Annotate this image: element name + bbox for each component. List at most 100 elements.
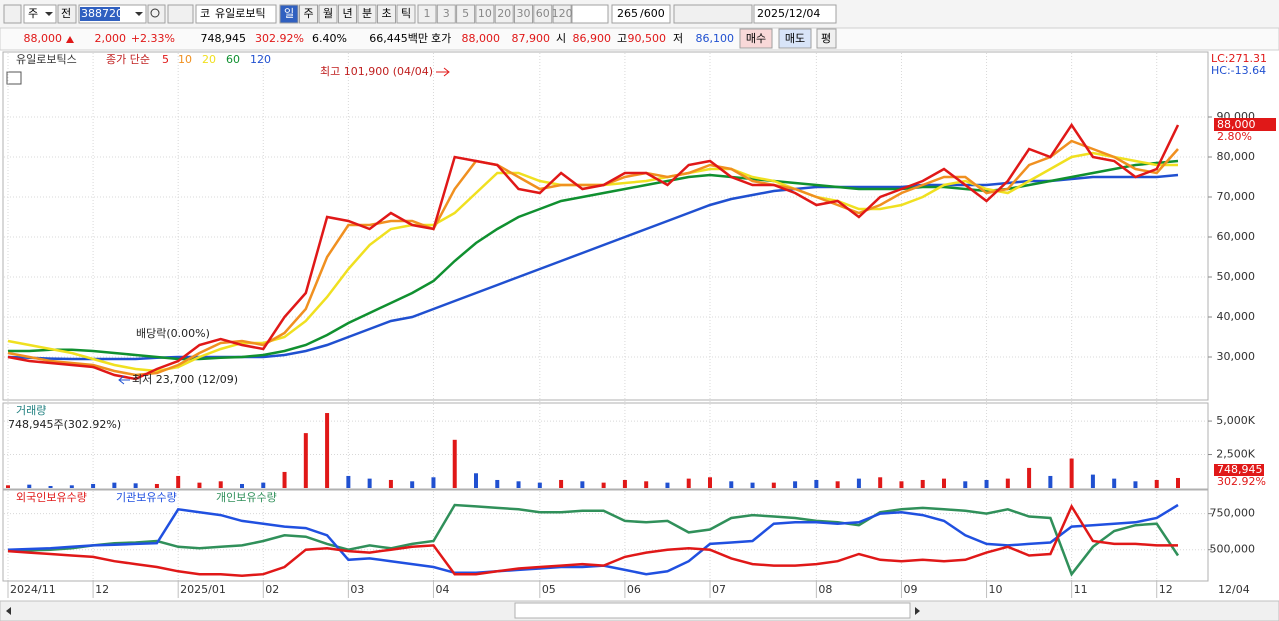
y-tick-label: 70,000: [1217, 190, 1256, 203]
date: 2025/12/04: [757, 7, 820, 20]
series-line: [7, 139, 1179, 377]
count-select[interactable]: [571, 4, 609, 24]
x-tick-label: 10: [989, 583, 1003, 596]
legend-prefix: 종가 단순: [106, 53, 150, 66]
legend-entry: 5: [162, 53, 169, 66]
volume-tag: [1214, 464, 1264, 476]
avg-button[interactable]: [816, 28, 837, 49]
volume-bar: [793, 481, 798, 488]
volume-bar: [835, 481, 840, 488]
count-button[interactable]: [514, 4, 533, 24]
interval-button[interactable]: [299, 4, 318, 24]
volume-bar: [6, 485, 10, 488]
count-button[interactable]: [475, 4, 495, 24]
y-tick-label: 30,000: [1217, 350, 1256, 363]
y-tick-label: 500,000: [1210, 543, 1256, 556]
count-label: 3: [443, 7, 450, 20]
prev-button[interactable]: [57, 4, 77, 24]
series-line: [7, 503, 1178, 577]
x-tick-label: 04: [435, 583, 449, 596]
change-tag-text: 2.80%: [1217, 130, 1252, 143]
buy-label: 매수: [746, 32, 766, 45]
volume-bar: [920, 479, 925, 488]
price-tag-text: 88,000: [1217, 118, 1256, 131]
rate-tag-text: 302.92%: [1217, 475, 1266, 488]
tool-buttons[interactable]: [673, 4, 753, 24]
volume: 748,945: [201, 32, 247, 45]
interval-label: 년: [342, 7, 352, 20]
annotation: 최저 23,700 (12/09): [132, 373, 238, 386]
date-input[interactable]: [753, 4, 837, 24]
volume-bar: [91, 483, 96, 488]
period-select[interactable]: [23, 4, 57, 24]
scroll-thumb[interactable]: [514, 602, 911, 619]
volume-bar: [410, 481, 415, 488]
volume-bar: [325, 413, 330, 488]
interval-label: 틱: [401, 7, 411, 20]
count-button[interactable]: [552, 4, 572, 24]
volume-bar: [1048, 475, 1053, 488]
x-tick-label: 09: [903, 583, 917, 596]
code: 388720: [81, 7, 123, 20]
volume-bar: [1027, 467, 1032, 488]
volume-bar: [899, 481, 904, 488]
y-tick-label: 80,000: [1217, 150, 1256, 163]
buy-button[interactable]: [739, 28, 773, 49]
y-tick-label: 5,000K: [1216, 414, 1255, 427]
legend-entry: 외국인보유수량: [16, 491, 87, 504]
annotation: 최고 101,900 (04/04): [320, 65, 433, 78]
legend-entry: 20: [202, 53, 216, 66]
info-bar: [0, 27, 1279, 51]
volume-bar: [942, 478, 946, 488]
volume-bar: [708, 477, 712, 488]
interval-button[interactable]: [377, 4, 396, 24]
count-button[interactable]: [533, 4, 553, 24]
search-button[interactable]: [147, 4, 166, 24]
high-label: 고: [617, 32, 627, 45]
volume-bar: [261, 482, 266, 488]
volume-bar: [218, 481, 223, 488]
volume-bar: [367, 478, 372, 488]
stock-name: 유일로보틱: [215, 6, 266, 20]
market: 코: [200, 7, 210, 20]
count-label: 5: [462, 7, 469, 20]
count-button[interactable]: [456, 4, 476, 24]
legend-name: 유일로보틱스: [16, 52, 77, 66]
legend-entry: 개인보유수량: [216, 491, 277, 504]
table-icon[interactable]: [6, 71, 22, 85]
interval-button[interactable]: [396, 4, 416, 24]
volume-info: 748,945주(302.92%): [8, 418, 121, 431]
high: 90,500: [628, 32, 667, 45]
search-icon: [150, 8, 160, 18]
x-tick-label: 12: [1159, 583, 1173, 596]
panel-title: 거래량: [16, 404, 46, 417]
quote-label: 호가: [431, 32, 451, 45]
annotation-arrow: [118, 375, 130, 385]
volume-bar: [282, 471, 287, 488]
volume-bar: [984, 479, 989, 488]
interval-button[interactable]: [279, 4, 299, 24]
low-label: 저: [673, 32, 683, 45]
volume-bar: [1154, 479, 1159, 488]
interval-button[interactable]: [318, 4, 338, 24]
volume-bar: [176, 475, 181, 488]
count-button[interactable]: [494, 4, 514, 24]
series-line: [7, 122, 1180, 381]
interval-button[interactable]: [338, 4, 357, 24]
amount: 66,445백만: [369, 32, 428, 45]
last-date: 12/04: [1218, 583, 1250, 596]
volume-bar: [197, 482, 202, 488]
menu-button[interactable]: [3, 4, 22, 24]
count-button[interactable]: [436, 4, 456, 24]
annotation: 배당락(0.00%): [136, 327, 210, 340]
count-button[interactable]: [417, 4, 437, 24]
interval-button[interactable]: [357, 4, 377, 24]
y-tick-label: 60,000: [1217, 230, 1256, 243]
hc-label: HC:-13.64: [1211, 64, 1266, 77]
volume-bar: [1005, 478, 1010, 488]
price: 88,000: [24, 32, 63, 45]
sell-button[interactable]: [778, 28, 812, 49]
x-tick-label: 12: [95, 583, 109, 596]
sound-button[interactable]: [167, 4, 194, 24]
volume-bar: [240, 483, 244, 488]
